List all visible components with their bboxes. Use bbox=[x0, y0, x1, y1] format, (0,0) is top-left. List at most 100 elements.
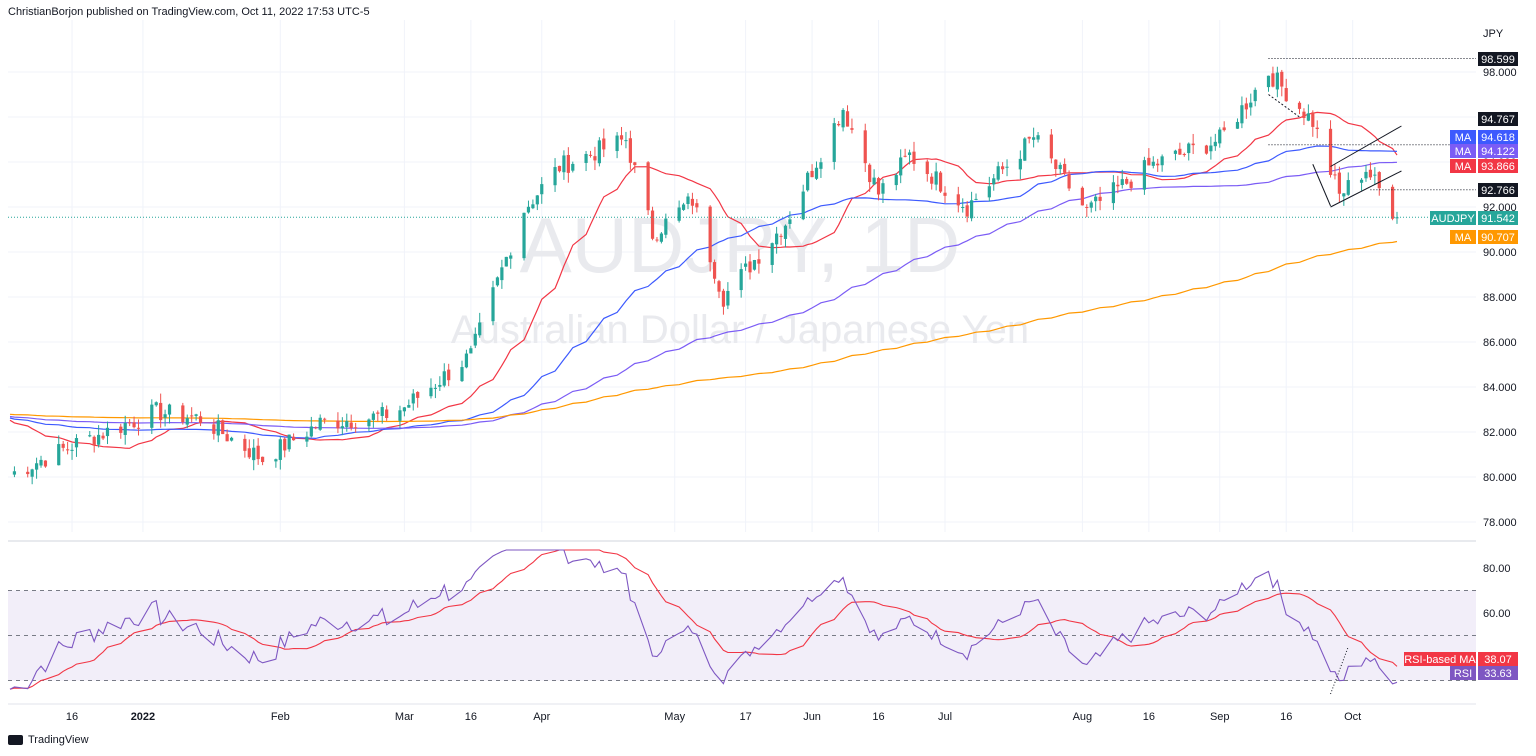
candle-body bbox=[1337, 172, 1341, 194]
candle-body bbox=[845, 111, 850, 127]
trendline-lower bbox=[1330, 170, 1402, 208]
candle-body bbox=[876, 178, 881, 195]
rsi-tag-value: 33.63 bbox=[1484, 668, 1512, 680]
candle-body bbox=[442, 371, 446, 386]
candle-body bbox=[681, 204, 686, 210]
moving-average-line-1 bbox=[9, 111, 1398, 449]
price-tag-label: MA bbox=[1455, 161, 1472, 173]
rsi-band-fill bbox=[8, 590, 1476, 681]
candle-body bbox=[925, 161, 929, 175]
candle-body bbox=[469, 348, 473, 354]
candle-body bbox=[602, 138, 606, 150]
candle-body bbox=[832, 123, 836, 162]
candle-body bbox=[438, 384, 442, 387]
candle-body bbox=[996, 166, 1000, 180]
candle-body bbox=[1027, 136, 1031, 139]
price-tick-label: 88.000 bbox=[1483, 292, 1517, 304]
candle-body bbox=[1098, 196, 1102, 201]
price-axis[interactable]: JPY 78.000 80.000 82.000 84.000 86.000 88.000… bbox=[1483, 28, 1517, 529]
moving-average-line-3 bbox=[9, 161, 1398, 429]
rsi-band bbox=[8, 590, 1476, 681]
rsi-pane[interactable]: 80.00 60.00 RSI-based MA 38.07 RSI 33.63 bbox=[8, 549, 1518, 695]
candle-body bbox=[1001, 166, 1005, 170]
candle-body bbox=[88, 435, 92, 437]
candle-body bbox=[934, 171, 938, 185]
candle-body bbox=[752, 259, 757, 270]
price-tag: MA 94.122 bbox=[1450, 144, 1518, 158]
candle-body bbox=[659, 233, 664, 242]
candle-body bbox=[943, 192, 947, 196]
moving-average-line-4 bbox=[9, 240, 1398, 423]
candle-body bbox=[743, 263, 748, 267]
candle-body bbox=[1275, 72, 1279, 90]
moving-average-lines bbox=[9, 111, 1398, 449]
candle-body bbox=[535, 195, 539, 205]
candle-body bbox=[819, 162, 823, 169]
candle-body bbox=[557, 165, 562, 172]
candle-body bbox=[243, 438, 247, 451]
candle-body bbox=[1253, 89, 1257, 102]
candle-body bbox=[433, 387, 438, 389]
candle-body bbox=[619, 135, 624, 140]
candle-body bbox=[309, 426, 313, 437]
price-tag-value: 98.599 bbox=[1481, 54, 1515, 66]
candle-body bbox=[969, 200, 974, 219]
candle-body bbox=[1373, 174, 1377, 176]
candle-body bbox=[1049, 134, 1053, 159]
candle-body bbox=[12, 471, 17, 475]
candle-body bbox=[256, 445, 260, 460]
candle-body bbox=[930, 176, 934, 184]
time-tick-label: Oct bbox=[1344, 711, 1361, 723]
price-tag-label: MA bbox=[1455, 132, 1472, 144]
candle-body bbox=[1311, 112, 1315, 127]
candle-body bbox=[159, 402, 163, 421]
rsi-tick-label: 60.00 bbox=[1483, 608, 1511, 620]
time-tick-label: 16 bbox=[1280, 711, 1292, 723]
time-axis[interactable]: 16 2022 Feb Mar 16 Apr May 17 Jun 16 Jul Aug 16 Sep 16… bbox=[66, 711, 1361, 723]
candle-body bbox=[1129, 181, 1133, 188]
price-tag: 94.767 bbox=[1478, 112, 1518, 126]
rsi-ma-line bbox=[9, 549, 1398, 690]
candle-body bbox=[540, 184, 544, 195]
rsi-axis[interactable]: 80.00 60.00 bbox=[1483, 563, 1511, 620]
candle-body bbox=[1142, 160, 1147, 190]
rsi-lines bbox=[9, 549, 1398, 695]
candle-body bbox=[1249, 102, 1253, 108]
candle-body bbox=[810, 170, 814, 178]
candle-body bbox=[868, 164, 872, 183]
candle-body bbox=[1116, 184, 1120, 187]
candle-body bbox=[739, 269, 743, 291]
candle-body bbox=[841, 109, 845, 128]
candle-body bbox=[305, 436, 309, 442]
candle-body bbox=[1054, 159, 1058, 170]
price-pane[interactable]: AUDJPY, 1D Australian Dollar / Japanese … bbox=[8, 20, 1518, 532]
candle-body bbox=[1333, 174, 1337, 176]
rsi-tag-label: RSI-based MA bbox=[1404, 654, 1476, 666]
candle-body bbox=[349, 422, 353, 428]
candle-body bbox=[1178, 148, 1182, 155]
candle-body bbox=[464, 353, 469, 368]
candle-body bbox=[624, 140, 628, 142]
candle-body bbox=[974, 198, 978, 200]
rsi-tick-label: 80.00 bbox=[1483, 563, 1511, 575]
candle-body bbox=[1191, 143, 1195, 146]
candle-body bbox=[66, 449, 70, 451]
candle-body bbox=[221, 420, 225, 435]
rsi-tags: RSI-based MA 38.07 RSI 33.63 bbox=[1404, 652, 1518, 680]
price-tag: AUDJPY 91.542 bbox=[1430, 211, 1518, 225]
candle-body bbox=[1036, 135, 1040, 140]
candle-body bbox=[894, 174, 898, 186]
candle-body bbox=[961, 206, 965, 208]
candle-body bbox=[473, 333, 477, 346]
price-tag-label: AUDJPY bbox=[1431, 213, 1475, 225]
candle-body bbox=[1187, 143, 1191, 154]
candle-body bbox=[128, 422, 132, 424]
candle-body bbox=[318, 417, 322, 430]
candle-body bbox=[633, 162, 637, 166]
candle-body bbox=[26, 471, 30, 475]
candle-body bbox=[194, 414, 198, 416]
candle-body bbox=[92, 436, 96, 446]
candle-body bbox=[411, 393, 415, 404]
candle-body bbox=[1147, 157, 1151, 166]
